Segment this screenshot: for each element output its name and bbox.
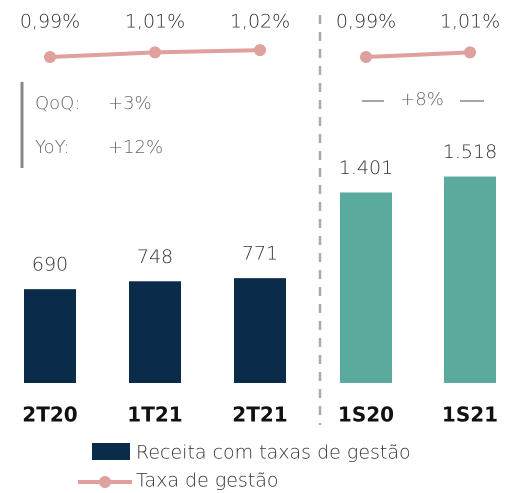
bar-value-label: 690 [32,254,68,276]
legend-swatch [92,443,130,460]
bar [24,289,76,383]
line-value-label: 1,01% [440,11,500,33]
x-tick-label: 1T21 [127,403,182,427]
line-marker [360,51,372,63]
bar-value-label: 748 [137,246,173,268]
bar [129,281,181,383]
legend-label: Taxa de gestão [136,470,279,492]
bar-value-label: 1.518 [443,141,497,163]
line-marker [464,46,476,59]
annotation: +12% [108,137,163,158]
line [365,50,471,59]
line-marker [44,51,56,63]
line-marker [149,46,161,59]
line-marker [254,44,266,57]
line-value-label: 0,99% [20,11,80,33]
bar [444,176,496,383]
x-tick-label: 2T20 [22,403,77,427]
legend-swatch [99,476,111,488]
line-value-label: 1,01% [125,11,185,33]
annotation: YoY: [35,137,69,158]
x-tick-label: 2T21 [232,403,287,427]
annotation: QoQ: [35,93,80,114]
legend-label: Receita com taxas de gestão [136,442,411,464]
bar [340,192,392,383]
annotation: +8% [400,89,444,110]
x-tick-label: 1S20 [338,403,394,427]
bar-value-label: 1.401 [339,157,393,179]
line-value-label: 0,99% [336,11,396,33]
line-value-label: 1,02% [230,11,290,33]
bar-value-label: 771 [242,243,278,265]
x-tick-label: 1S21 [442,403,498,427]
annotation: +3% [108,93,152,114]
bar [234,278,286,383]
